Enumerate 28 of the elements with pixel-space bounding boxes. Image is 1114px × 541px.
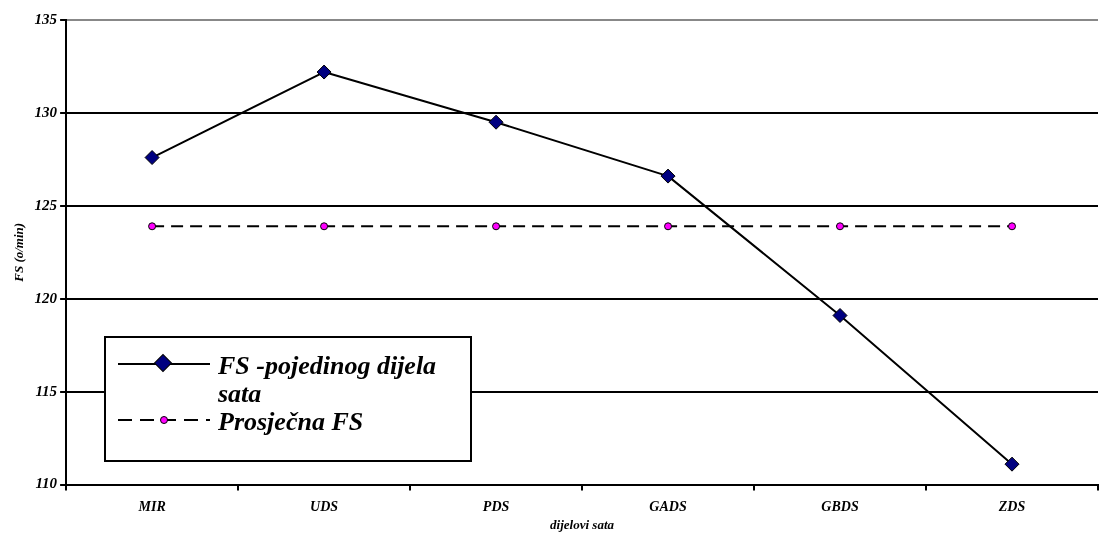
legend-label: FS -pojedinog dijela sata — [218, 351, 438, 408]
point — [144, 150, 160, 166]
point — [320, 222, 329, 231]
x-tick-label: GADS — [649, 498, 687, 514]
x-tick-label: MIR — [137, 498, 166, 514]
x-tick-label: UDS — [310, 498, 339, 514]
x-tick-label: GBDS — [821, 498, 859, 514]
x-tick-label: ZDS — [997, 498, 1026, 514]
point — [836, 222, 845, 231]
point — [660, 168, 676, 184]
point — [1008, 222, 1017, 231]
y-tick-label: 130 — [34, 103, 58, 120]
x-axis-title: dijelovi sata — [550, 516, 615, 532]
point — [664, 222, 673, 231]
point — [1004, 456, 1020, 472]
y-axis-title: FS (o/min) — [11, 222, 27, 283]
point — [148, 222, 157, 231]
point — [488, 114, 504, 130]
y-tick-label: 125 — [34, 196, 58, 213]
x-tick-label: PDS — [482, 498, 510, 514]
point — [316, 64, 332, 80]
y-tick-label: 135 — [34, 10, 58, 27]
y-tick-label: 120 — [34, 289, 58, 306]
legend-label: Prosječna FS — [218, 407, 365, 436]
y-tick-label: 115 — [35, 382, 58, 399]
point — [832, 307, 848, 323]
point — [492, 222, 501, 231]
y-tick-label: 110 — [35, 475, 58, 492]
